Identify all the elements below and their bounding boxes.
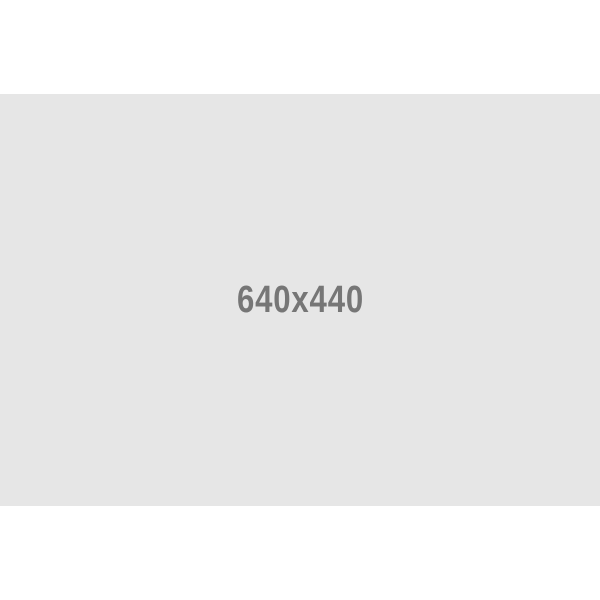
placeholder-image: 640x440 — [0, 94, 600, 506]
placeholder-dimensions-label: 640x440 — [236, 278, 364, 321]
